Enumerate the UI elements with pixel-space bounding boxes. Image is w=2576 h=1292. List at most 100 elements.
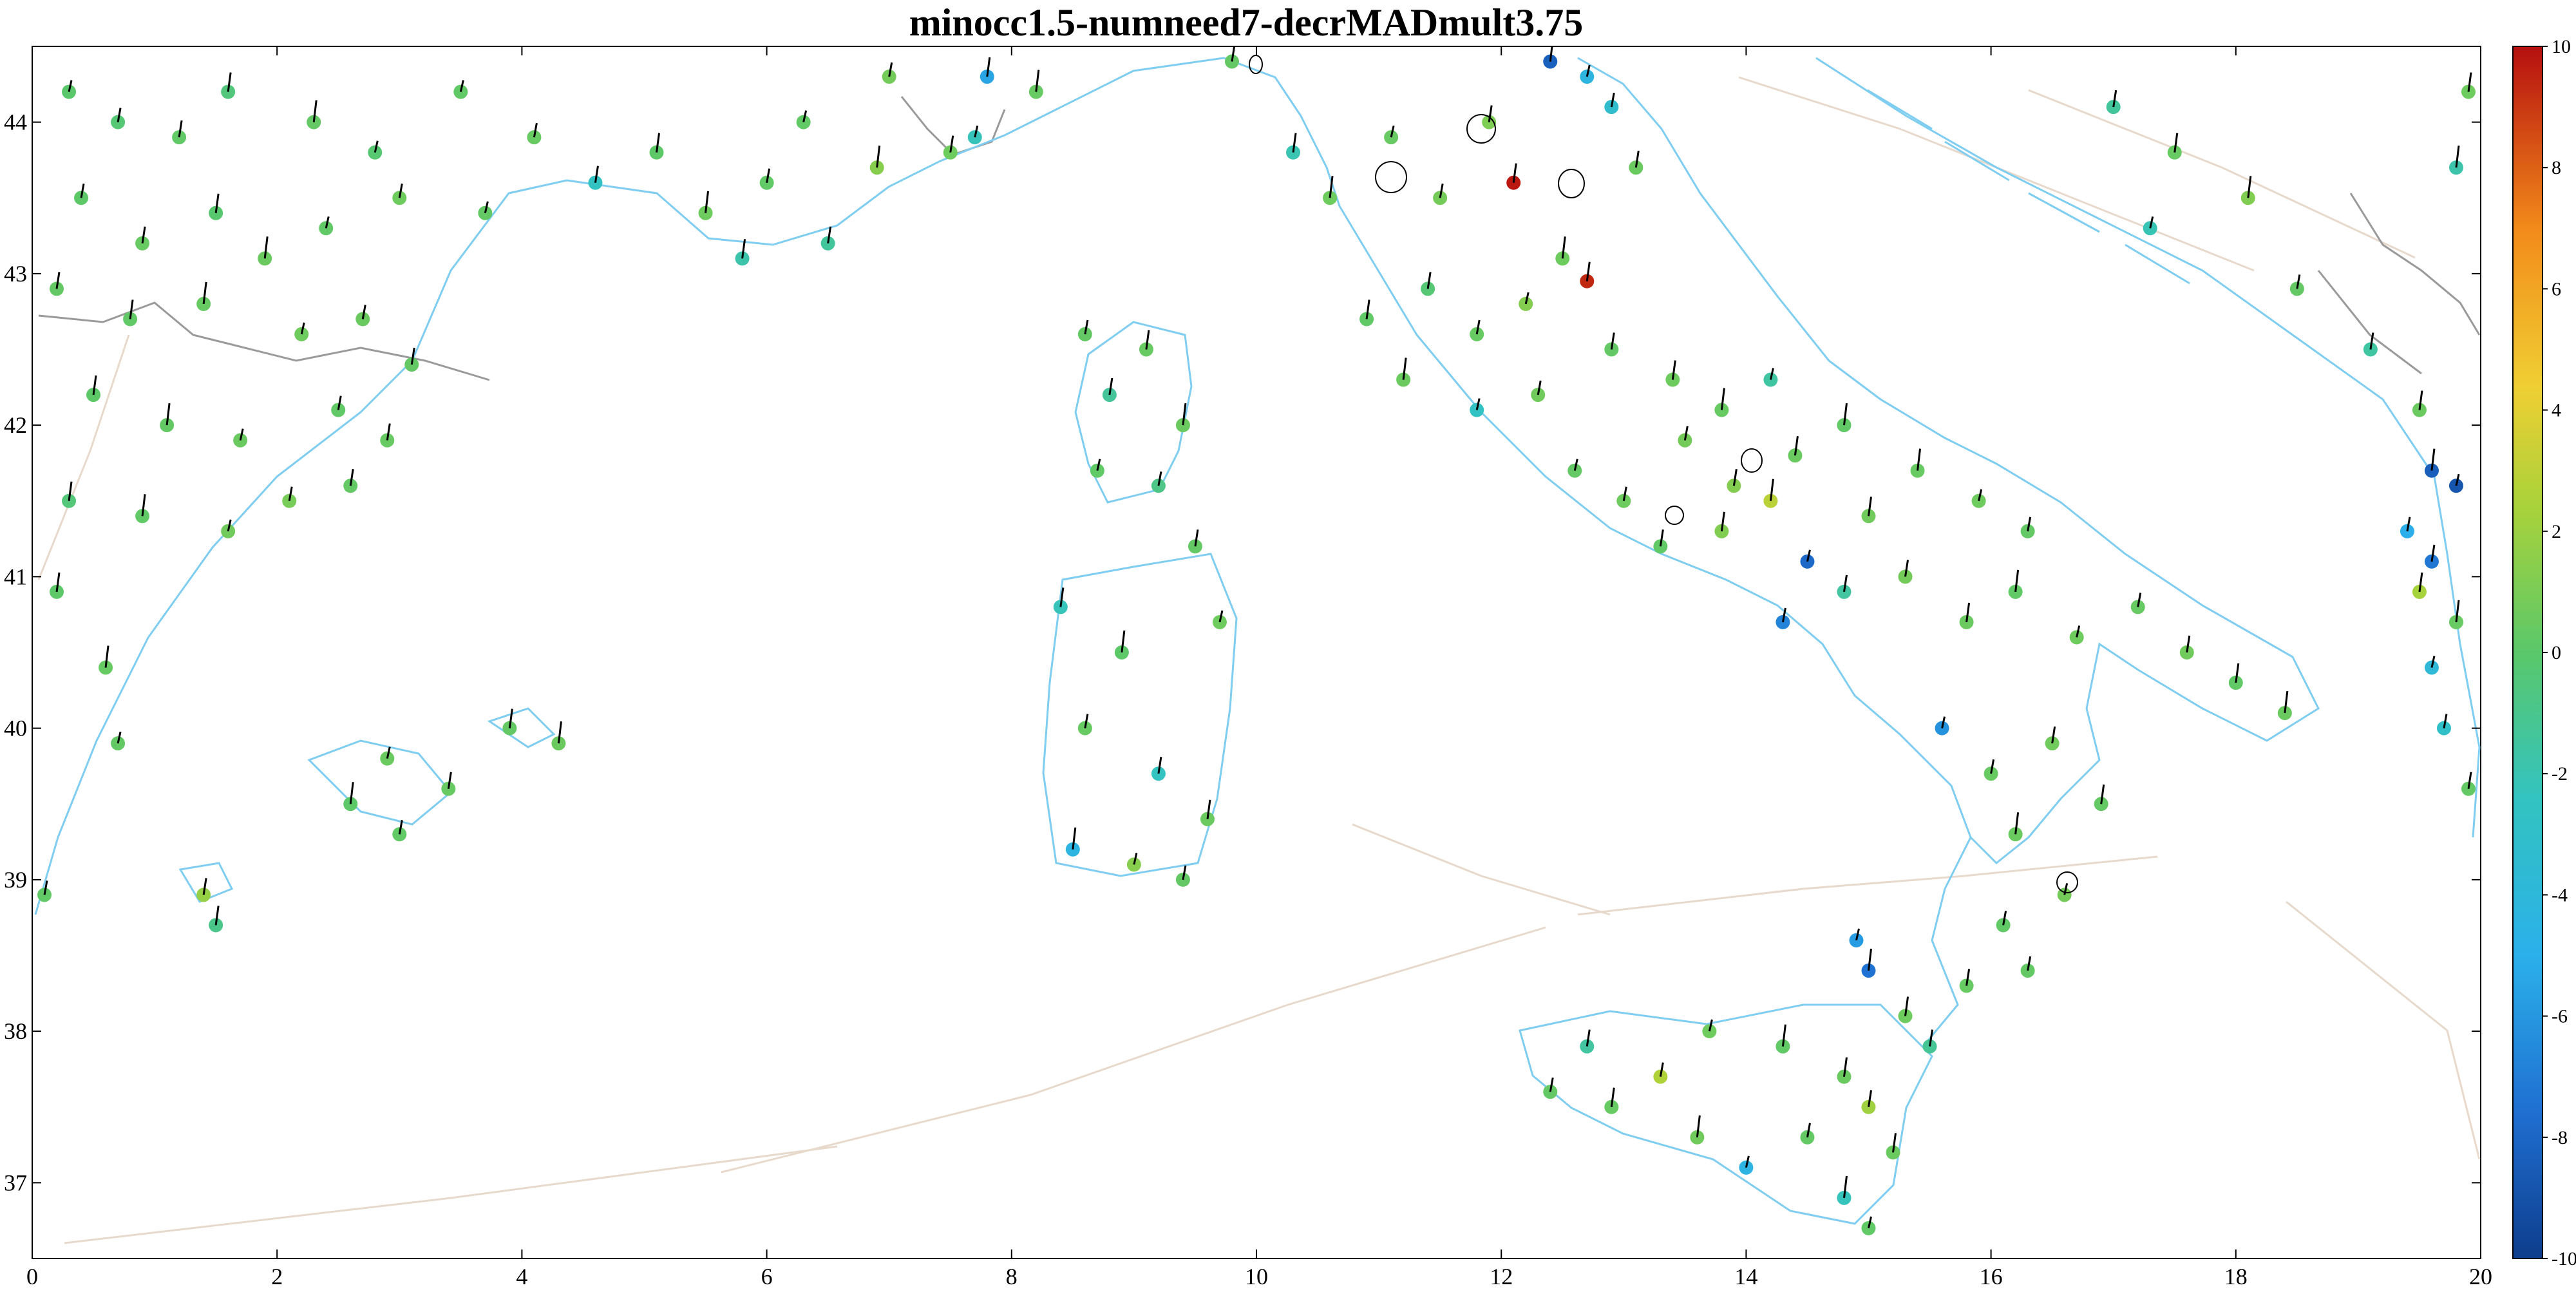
velocity-arrow (741, 239, 746, 259)
station-marker (209, 906, 223, 933)
velocity-arrow (1439, 183, 1444, 198)
station-marker (2167, 133, 2182, 160)
station-marker (1126, 853, 1141, 872)
velocity-arrow (1035, 70, 1040, 92)
velocity-arrow (1610, 1087, 1615, 1107)
velocity-arrow (1549, 1077, 1554, 1092)
station-marker (1604, 1087, 1619, 1114)
velocity-arrow (1622, 486, 1627, 502)
station-marker (1935, 716, 1949, 736)
velocity-arrow (1904, 996, 1909, 1016)
station-marker (1910, 448, 1925, 478)
station-marker (1739, 1155, 1754, 1175)
station-marker (2412, 390, 2427, 417)
station-marker (1800, 549, 1815, 569)
station-marker (1702, 1019, 1717, 1039)
station-marker (343, 782, 358, 812)
station-marker (478, 201, 493, 220)
velocity-arrow (92, 375, 97, 395)
station-marker (1580, 64, 1595, 84)
station-marker (1800, 1123, 1815, 1145)
velocity-arrow (1231, 46, 1236, 62)
velocity-arrow (2443, 714, 2448, 728)
velocity-arrow (2014, 569, 2020, 593)
station-marker (1898, 560, 1913, 584)
velocity-arrow (2051, 726, 2056, 744)
station-marker (1604, 332, 1619, 357)
velocity-arrow (1990, 759, 1995, 774)
velocity-arrow (2100, 784, 2105, 804)
velocity-arrow (1182, 403, 1187, 426)
map-title: minocc1.5-numneed7-decrMADmult3.75 (909, 1, 1584, 44)
station-marker (2461, 72, 2476, 99)
station-marker (1421, 272, 1435, 296)
station-marker (343, 468, 358, 493)
velocity-arrow (1892, 1133, 1897, 1153)
velocity-arrow (1917, 448, 1922, 471)
velocity-arrow (1781, 607, 1786, 623)
station-marker (1543, 46, 1558, 69)
velocity-arrow (1806, 549, 1811, 562)
station-marker (2448, 146, 2463, 175)
colorbar-gradient (2512, 46, 2543, 1259)
station-marker (882, 62, 896, 84)
velocity-arrow (325, 216, 330, 229)
station-marker (1580, 1029, 1595, 1054)
station-marker (1714, 388, 1729, 417)
velocity-arrow (1732, 468, 1738, 486)
station-marker (1861, 948, 1876, 978)
station-marker (1763, 479, 1778, 508)
x-tick-label: 18 (2224, 1264, 2248, 1289)
station-marker (2130, 593, 2145, 614)
station-marker (135, 494, 150, 524)
station-marker (2448, 600, 2463, 629)
velocity-arrow (2467, 72, 2472, 92)
velocity-arrow (1781, 1024, 1786, 1047)
station-marker (1175, 403, 1190, 433)
station-marker (502, 708, 517, 736)
velocity-arrow (1868, 1216, 1872, 1229)
velocity-arrow (1696, 1115, 1701, 1137)
station-marker (2424, 448, 2439, 478)
velocity-arrow (1292, 133, 1297, 153)
station-marker (74, 183, 89, 205)
station-marker (441, 772, 456, 796)
x-tick-label: 0 (26, 1264, 38, 1289)
station-marker (1763, 368, 1778, 387)
velocity-arrow (1634, 150, 1640, 168)
velocity-arrow (263, 236, 269, 259)
station-marker (1543, 1077, 1558, 1099)
velocity-arrow (1524, 292, 1530, 305)
station-marker (1519, 292, 1533, 311)
station-marker (1212, 610, 1227, 629)
x-tick-label: 2 (271, 1264, 283, 1289)
velocity-arrow (1561, 236, 1566, 259)
station-marker (2436, 714, 2451, 736)
station-marker (2289, 274, 2304, 296)
station-marker (980, 57, 994, 84)
velocity-arrow (2112, 90, 2117, 108)
velocity-arrow (1133, 853, 1138, 865)
velocity-arrow (398, 183, 403, 198)
velocity-arrow (766, 168, 771, 183)
velocity-arrow (1855, 928, 1860, 941)
station-marker (1714, 511, 1729, 538)
station-marker (1886, 1133, 1900, 1160)
station-marker (1555, 236, 1570, 266)
station-marker (1653, 529, 1668, 554)
velocity-arrow (398, 820, 403, 835)
x-tick-label: 20 (2469, 1264, 2492, 1289)
velocity-arrow (888, 62, 893, 77)
velocity-arrow (2455, 146, 2460, 168)
velocity-arrow (1868, 948, 1872, 971)
fault-lines (37, 76, 2481, 1244)
station-marker (404, 347, 419, 372)
station-marker (649, 133, 664, 160)
station-marker (967, 125, 982, 145)
velocity-arrow (2284, 690, 2289, 714)
station-marker (1861, 1216, 1876, 1235)
station-marker (2448, 473, 2463, 493)
velocity-arrow (166, 403, 171, 426)
station-marker (1531, 380, 1546, 403)
velocity-arrow (227, 519, 232, 532)
